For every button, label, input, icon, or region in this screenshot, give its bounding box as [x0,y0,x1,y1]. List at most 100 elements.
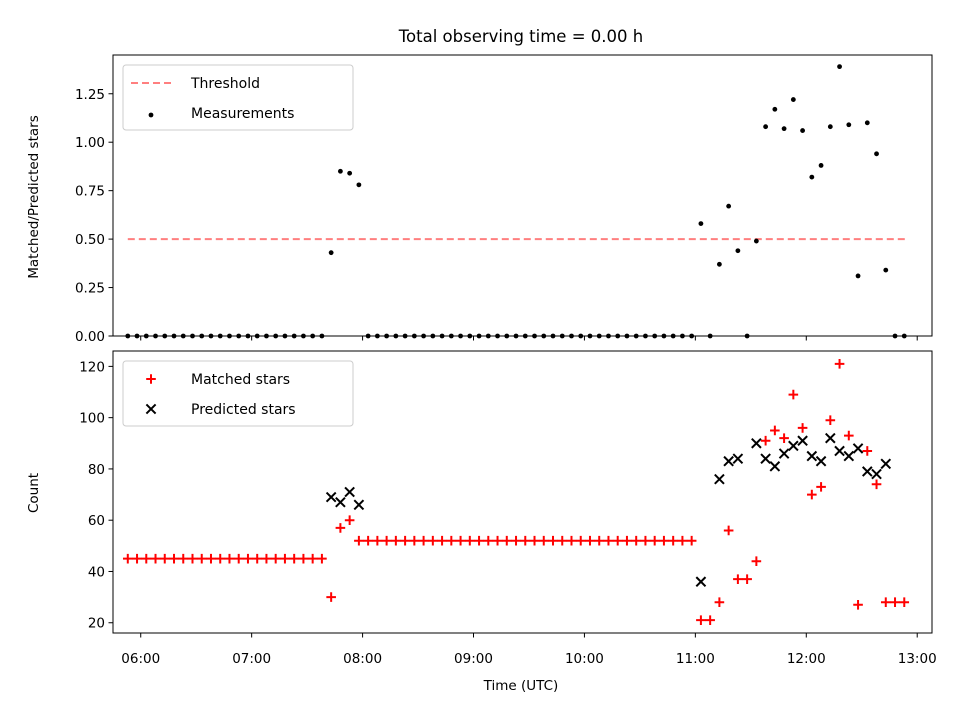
measurements-point [587,333,593,339]
measurements-point [328,250,334,256]
measurements-point [476,333,482,339]
matched-stars-point [659,535,669,546]
measurements-point [430,333,436,339]
measurements-point [864,120,870,126]
matched-stars-point [206,553,216,564]
matched-stars-point [649,535,660,546]
predicted-stars-point [788,440,799,452]
measurements-point [264,333,269,339]
matched-stars-point [150,553,161,564]
bottom-x-tick-label: 06:00 [121,651,160,667]
matched-stars-point [418,535,429,546]
matched-stars-point [132,553,142,564]
predicted-stars-point [834,445,845,457]
matched-stars-point [705,615,715,625]
matched-stars-point [807,489,817,500]
predicted-stars-point [825,432,836,444]
matched-stars-point [557,535,568,546]
bottom-axes-frame [112,350,933,634]
matched-stars-point [566,535,577,546]
bottom-x-tick-label: 07:00 [232,651,271,667]
matched-stars-point [483,535,494,546]
matched-stars-point [714,597,725,608]
measurements-point [763,124,769,130]
measurements-point [291,333,297,339]
matched-stars-point [696,615,706,625]
measurements-point [439,333,445,339]
measurements-point [374,333,380,339]
measurements-point [596,333,602,339]
top-y-tick-label: 0.25 [75,281,105,297]
matched-stars-point [575,535,586,546]
measurements-point [652,333,658,339]
matched-stars-point [538,535,549,546]
measurements-point [670,333,676,339]
measurements-point [356,182,362,188]
matched-stars-point [760,435,771,446]
matched-stars-point [677,535,688,546]
measurements-point [393,333,399,339]
matched-stars-point [594,535,605,546]
measurements-point [513,333,519,339]
top-plot-area: 0.00 0.25 0.50 0.75 1.00 1.25 Threshold Measure… [75,54,933,345]
measurements-point [522,333,528,339]
measurements-point [411,333,417,339]
matched-stars-point [862,446,873,456]
measurements-point [569,333,574,339]
matched-stars-point [797,423,808,433]
matched-stars-point [455,535,466,546]
bottom-y-tick-label: 100 [79,411,105,427]
measurements-point [874,151,879,157]
bottom-series-marks [122,359,910,625]
bottom-x-tick-label: 12:00 [787,651,826,667]
matched-stars-point [622,535,632,546]
matched-stars-point [474,535,484,546]
matched-stars-point [742,574,752,584]
measurements-point [809,174,815,180]
measurements-point [421,333,426,339]
top-y-axis-label: Matched/Predicted stars [26,115,42,278]
predicted-stars-point [353,499,365,511]
matched-stars-point [890,597,900,608]
bottom-legend-box [122,360,354,427]
matched-stars-point [733,574,743,584]
measurements-point [282,333,288,339]
top-y-tick-label: 0.00 [75,329,105,345]
top-y-tick-label: 0.50 [75,232,105,248]
measurements-point [837,64,842,70]
matched-stars-point [834,359,845,369]
predicted-stars-point [732,453,744,464]
measurements-point [143,333,149,339]
matched-stars-point [326,592,336,602]
measurements-point [402,333,408,339]
matched-stars-point [391,535,401,546]
matched-stars-point [723,525,734,536]
top-legend: Threshold Measurements [122,64,354,131]
measurements-point [726,203,732,209]
matched-stars-point [372,535,383,546]
matched-stars-point [307,553,318,564]
bottom-y-axis-label: Count [26,473,42,513]
matched-stars-point [871,479,882,490]
top-axes-frame [112,54,933,337]
predicted-stars-point [335,496,346,508]
predicted-stars-legend-label: Predicted stars [191,402,296,418]
matched-stars-point [243,553,253,564]
matched-stars-point [196,553,207,564]
measurements-point [753,238,759,244]
matched-stars-point [686,535,697,546]
bottom-x-tick-label: 10:00 [565,651,604,667]
matched-stars-point [428,535,438,546]
measurements-point [458,333,463,339]
matched-stars-point [409,535,420,546]
matched-stars-point [880,597,891,608]
measurements-point [153,333,158,339]
matched-stars-point [122,553,133,564]
measurements-point [698,221,704,227]
matched-stars-point [335,523,346,533]
measurements-point [347,170,353,176]
predicted-stars-point [325,491,337,503]
measurements-point [384,333,390,339]
predicted-stars-point [815,455,827,467]
